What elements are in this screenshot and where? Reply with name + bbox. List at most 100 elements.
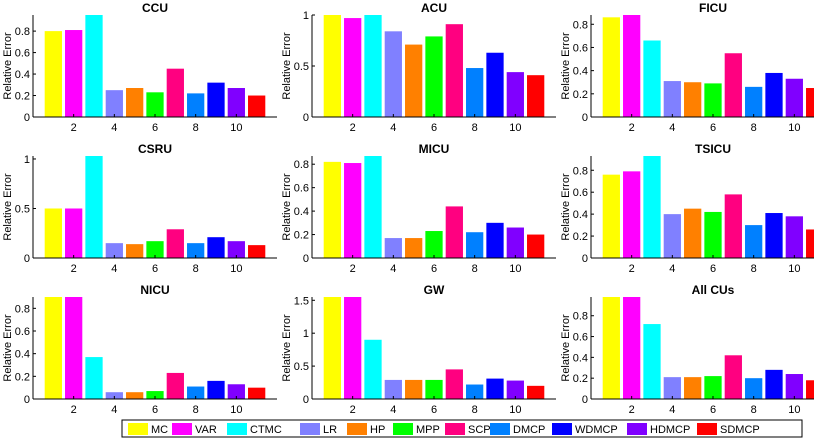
x-tick-label: 8: [193, 404, 199, 416]
x-tick-label: 6: [431, 122, 437, 134]
legend-swatch-var: [172, 423, 192, 435]
bar-mpp: [704, 83, 722, 117]
panel-ficu: 0 0.2 0.4 0.6 0.8 2 4 6 8 10 FICU Relative Error: [560, 1, 814, 134]
x-tick-label: 4: [111, 404, 117, 416]
bar-wdmcp: [207, 82, 225, 117]
x-tick-label: 2: [629, 122, 635, 134]
bar-ctmc: [364, 15, 382, 117]
y-tick-label: 0.4: [573, 352, 588, 364]
x-tick-label: 2: [350, 122, 356, 134]
y-axis-label: Relative Error: [2, 173, 14, 241]
panel-title: MICU: [419, 142, 450, 156]
y-tick-label: 1: [24, 154, 30, 166]
x-tick-label: 4: [390, 263, 396, 275]
bar-var: [623, 171, 641, 258]
y-tick-label: 0.8: [573, 311, 588, 323]
y-tick-label: 0.6: [573, 187, 588, 199]
bar-hp: [126, 88, 144, 117]
y-tick-label: 0.6: [294, 183, 309, 195]
x-tick-label: 6: [710, 263, 716, 275]
x-tick-label: 2: [71, 404, 77, 416]
y-tick-label: 0.4: [573, 209, 588, 221]
bar-hdmcp: [506, 227, 524, 258]
panel-gw: 0 0.5 1 1.5 2 4 6 8 10 GW Relative Error: [281, 283, 556, 416]
legend-swatch-sdmcp: [697, 423, 717, 435]
y-axis-label: Relative Error: [560, 32, 572, 100]
x-tick-label: 6: [152, 263, 158, 275]
bar-sdmcp: [527, 234, 545, 258]
y-axis-label: Relative Error: [281, 32, 293, 100]
panel-ccu: 0 0.2 0.4 0.6 0.8 2 4 6 8 10 CCU Relative Error: [2, 1, 277, 134]
bar-var: [623, 15, 641, 117]
legend-label-ctmc: CTMC: [250, 424, 282, 436]
x-tick-label: 10: [509, 263, 521, 275]
y-tick-label: 1.5: [294, 295, 309, 307]
bar-scp: [724, 194, 742, 258]
bar-lr: [105, 90, 123, 117]
bar-hdmcp: [506, 380, 524, 399]
bar-var: [344, 18, 362, 118]
bar-lr: [663, 81, 681, 117]
y-tick-label: 0.8: [294, 159, 309, 171]
panel-title: ACU: [421, 1, 447, 15]
y-tick-label: 0.8: [15, 26, 30, 38]
y-axis-label: Relative Error: [2, 32, 14, 100]
bar-dmcp: [466, 232, 484, 258]
x-tick-label: 8: [751, 404, 757, 416]
y-tick-label: 0.6: [573, 332, 588, 344]
bar-lr: [105, 243, 123, 258]
y-tick-label: 0.4: [15, 69, 30, 81]
panel-tsicu: 0 0.2 0.4 0.6 0.8 2 4 6 8 10 TSICU Relative Error: [560, 142, 814, 275]
y-tick-label: 0.5: [294, 361, 309, 373]
x-tick-label: 4: [390, 404, 396, 416]
x-tick-label: 10: [509, 404, 521, 416]
x-tick-label: 4: [111, 122, 117, 134]
bar-mpp: [425, 36, 443, 117]
legend-swatch-wdmcp: [552, 423, 572, 435]
bar-mc: [602, 297, 620, 399]
x-tick-label: 2: [350, 263, 356, 275]
x-tick-label: 10: [509, 122, 521, 134]
x-tick-label: 10: [788, 263, 800, 275]
panel-nicu: 0 0.2 0.4 0.6 0.8 2 4 6 8 10 NICU Relative Error: [2, 283, 277, 416]
bar-hdmcp: [785, 216, 803, 258]
bar-dmcp: [745, 86, 763, 117]
x-tick-label: 6: [152, 404, 158, 416]
x-tick-label: 2: [629, 404, 635, 416]
y-tick-label: 0.2: [15, 371, 30, 383]
bar-mpp: [425, 379, 443, 399]
bar-hp: [684, 377, 702, 399]
bar-var: [65, 297, 83, 399]
x-tick-label: 6: [710, 404, 716, 416]
bar-dmcp: [187, 93, 205, 117]
y-tick-label: 0.2: [573, 373, 588, 385]
bar-ctmc: [85, 156, 103, 258]
bar-dmcp: [187, 243, 205, 258]
bar-scp: [445, 369, 463, 399]
x-tick-label: 10: [230, 404, 242, 416]
legend-label-hdmcp: HDMCP: [650, 424, 690, 436]
bar-hdmcp: [227, 241, 245, 258]
bar-ctmc: [85, 357, 103, 399]
y-tick-label: 0: [582, 394, 588, 406]
bar-hp: [405, 379, 423, 399]
bar-sdmcp: [806, 229, 814, 258]
x-tick-label: 4: [669, 122, 675, 134]
bar-sdmcp: [806, 88, 814, 117]
legend-swatch-scp: [445, 423, 465, 435]
legend-label-var: VAR: [195, 424, 217, 436]
x-tick-label: 4: [669, 263, 675, 275]
y-tick-label: 0.8: [573, 19, 588, 31]
bar-lr: [384, 238, 402, 258]
bar-lr: [384, 31, 402, 117]
bar-sdmcp: [248, 245, 266, 258]
y-tick-label: 0.8: [573, 165, 588, 177]
legend-label-lr: LR: [323, 424, 337, 436]
bar-hp: [684, 82, 702, 117]
bar-scp: [166, 372, 184, 399]
bar-wdmcp: [486, 52, 504, 117]
y-tick-label: 0.4: [15, 349, 30, 361]
y-tick-label: 0.5: [15, 203, 30, 215]
bar-lr: [384, 379, 402, 399]
